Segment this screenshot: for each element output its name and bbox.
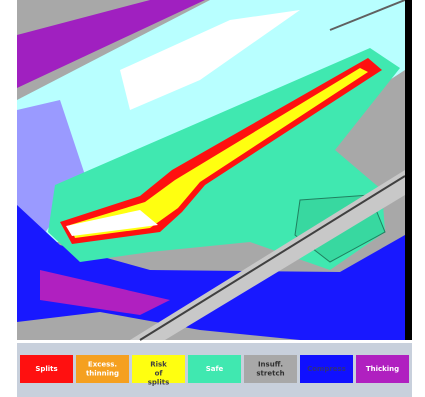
legend-label: Compress xyxy=(307,365,346,373)
image-border xyxy=(405,0,412,340)
screen: SplitsExcess.thinningRiskofsplitsSafeIns… xyxy=(0,0,425,397)
legend-label: Splits xyxy=(35,365,57,373)
simulation-image xyxy=(17,0,412,340)
legend-label: Thicking xyxy=(366,365,399,373)
legend-label: Insuff.stretch xyxy=(256,361,284,378)
legend-label: Safe xyxy=(206,365,224,373)
page: SplitsExcess.thinningRiskofsplitsSafeIns… xyxy=(0,0,425,397)
legend-label: Excess.thinning xyxy=(86,361,119,378)
